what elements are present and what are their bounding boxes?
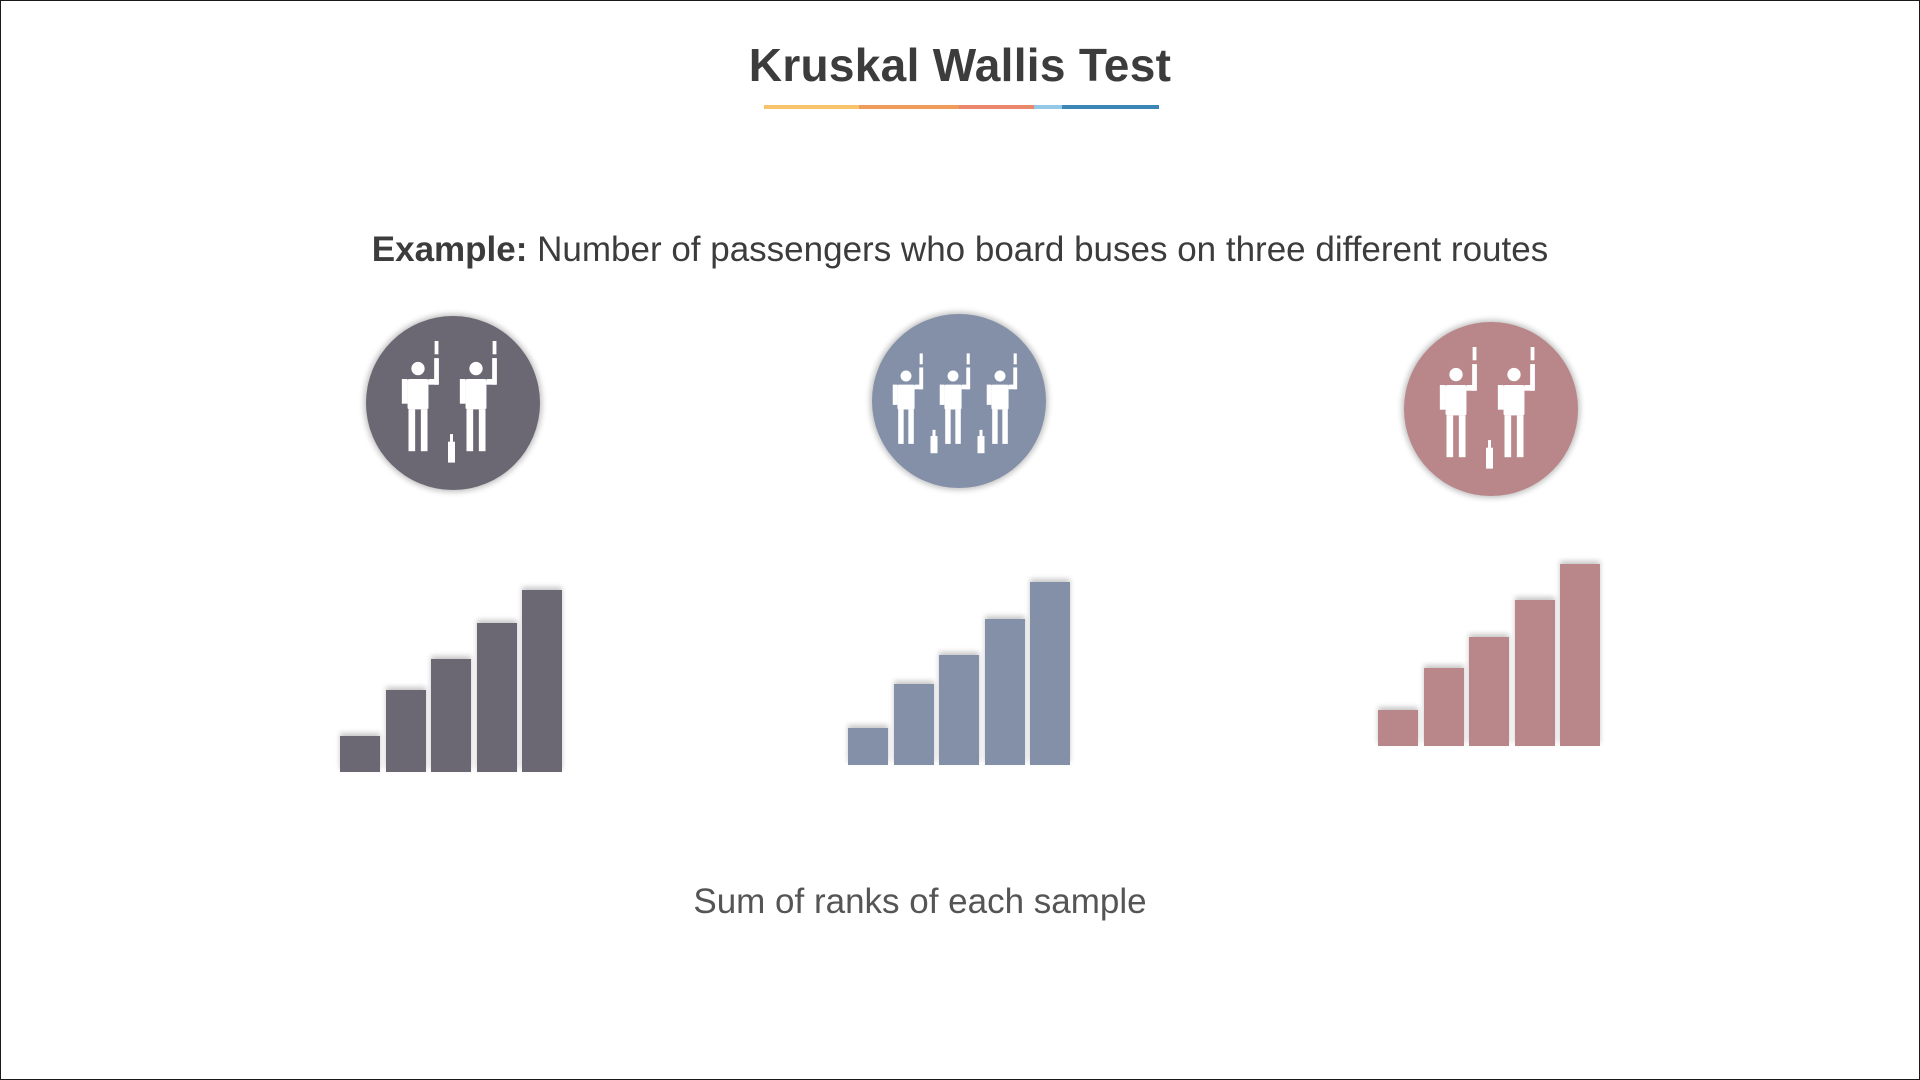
rank-bar xyxy=(340,736,380,772)
slide-title: Kruskal Wallis Test xyxy=(748,39,1172,91)
three-passengers-icon xyxy=(872,314,1046,488)
rank-bar xyxy=(984,619,1025,765)
two-passengers-icon xyxy=(366,316,540,490)
rank-bar xyxy=(1560,564,1600,746)
two-passengers-icon xyxy=(1404,322,1578,496)
rank-bar xyxy=(385,690,426,772)
rank-bar xyxy=(1514,600,1555,746)
rank-bar xyxy=(522,590,562,772)
rank-bar xyxy=(476,623,517,772)
title-underline xyxy=(764,105,1159,109)
rank-bars xyxy=(1378,546,1608,746)
rank-bar xyxy=(848,728,888,765)
rank-bar xyxy=(1423,668,1464,746)
rank-bar xyxy=(893,684,934,765)
rank-bar xyxy=(431,659,471,772)
slide-subtitle: Example: Number of passengers who board … xyxy=(0,230,1920,270)
rank-bar xyxy=(1378,710,1418,746)
rank-bar xyxy=(1469,637,1509,746)
caption: Sum of ranks of each sample xyxy=(693,882,1147,921)
rank-bar xyxy=(1030,582,1070,765)
rank-bars xyxy=(848,565,1078,765)
subtitle-label: Example: xyxy=(371,230,528,269)
subtitle-text: Number of passengers who board buses on … xyxy=(527,230,1549,269)
rank-bars xyxy=(340,572,570,772)
rank-bar xyxy=(939,655,979,765)
